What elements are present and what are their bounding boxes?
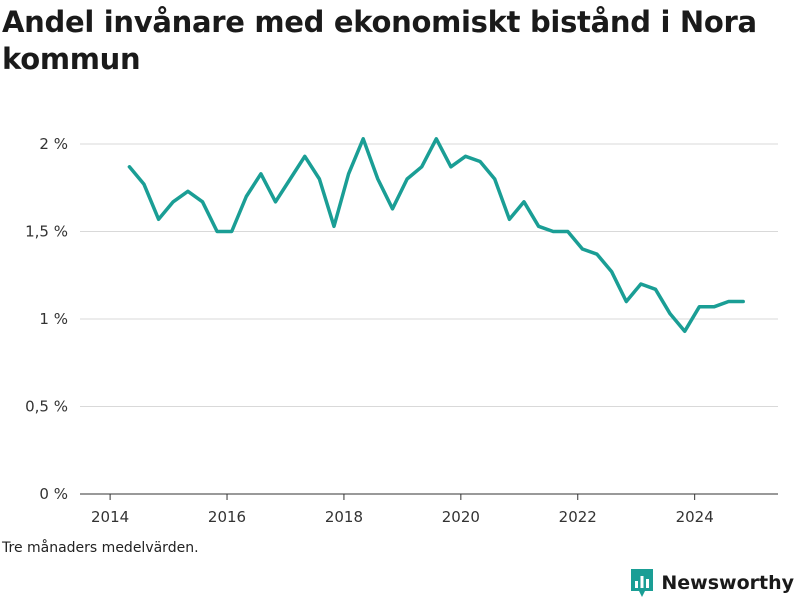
y-tick-label: 0 % (39, 485, 68, 503)
chart-note: Tre månaders medelvärden. (2, 540, 199, 556)
x-axis (80, 493, 778, 500)
y-tick-label: 1 % (39, 310, 68, 328)
y-axis-tick-labels: 0 % 0,5 % 1 % 1,5 % 2 % (25, 135, 68, 503)
y-tick-label: 2 % (39, 135, 68, 153)
x-tick-label: 2020 (442, 508, 480, 526)
x-tick-label: 2018 (325, 508, 363, 526)
line-chart: 0 % 0,5 % 1 % 1,5 % 2 % 2014 2016 2018 2020 2022… (25, 135, 778, 526)
x-tick-label: 2024 (676, 508, 714, 526)
brand-logo: Newsworthy (630, 568, 794, 598)
series-line (127, 137, 745, 334)
y-gridlines (80, 143, 778, 407)
y-tick-label: 1,5 % (25, 223, 68, 241)
chart-title: Andel invånare med ekonomiskt bistånd i … (2, 5, 757, 76)
brand-name: Newsworthy (661, 572, 794, 594)
x-tick-label: 2016 (208, 508, 246, 526)
x-axis-tick-labels: 2014 2016 2018 2020 2022 2024 (91, 508, 714, 526)
newsworthy-logo-icon (631, 569, 654, 597)
x-tick-label: 2014 (91, 508, 129, 526)
y-tick-label: 0,5 % (25, 398, 68, 416)
x-tick-label: 2022 (559, 508, 597, 526)
